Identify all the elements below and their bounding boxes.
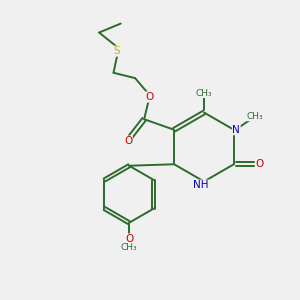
Text: O: O (125, 234, 133, 244)
Text: O: O (255, 159, 263, 169)
Text: NH: NH (193, 180, 209, 190)
Text: O: O (124, 136, 132, 146)
Text: CH₃: CH₃ (196, 88, 212, 98)
Text: S: S (114, 46, 120, 56)
Text: CH₃: CH₃ (247, 112, 263, 121)
Text: CH₃: CH₃ (121, 244, 137, 253)
Text: N: N (232, 125, 240, 135)
Text: O: O (146, 92, 154, 102)
